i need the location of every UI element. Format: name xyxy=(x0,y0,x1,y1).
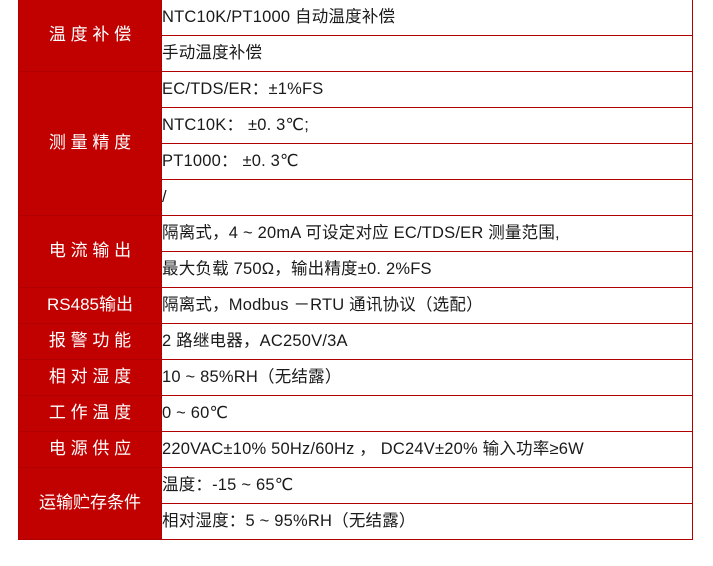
table-row: 相 对 湿 度 10 ~ 85%RH（无结露） xyxy=(18,359,693,396)
spec-value-text: PT1000： ±0. 3℃ xyxy=(162,152,299,171)
spec-label-text: 电 流 输 出 xyxy=(48,241,132,261)
spec-value-text: 10 ~ 85%RH（无结露） xyxy=(162,368,342,387)
table-row: 手动温度补偿 xyxy=(19,35,693,72)
spec-value-text: NTC10K： ±0. 3℃; xyxy=(162,116,310,135)
spec-value-text: 220VAC±10% 50Hz/60Hz ， DC24V±20% 输入功率≥6W xyxy=(162,440,584,459)
spec-label-text: 电 源 供 应 xyxy=(48,439,132,459)
spec-value-cell: 10 ~ 85%RH（无结露） xyxy=(161,359,693,396)
spec-value-text: 2 路继电器，AC250V/3A xyxy=(162,332,348,351)
table-row: 运输贮存条件 温度：-15 ~ 65℃ xyxy=(18,467,693,540)
spec-value-text: 隔离式，4 ~ 20mA 可设定对应 EC/TDS/ER 测量范围, xyxy=(162,224,560,243)
spec-label-text: 温 度 补 偿 xyxy=(48,25,132,45)
table-row: 报 警 功 能 2 路继电器，AC250V/3A xyxy=(18,323,693,360)
spec-label-text: 运输贮存条件 xyxy=(39,493,141,513)
spec-label-cell: RS485输出 xyxy=(18,287,162,324)
spec-value-cell: 隔离式，4 ~ 20mA 可设定对应 EC/TDS/ER 测量范围, xyxy=(161,215,693,252)
spec-value-text: 0 ~ 60℃ xyxy=(162,404,229,423)
spec-value-cell: 隔离式，Modbus －RTU 通讯协议（选配） xyxy=(161,287,693,324)
table-row: 电 源 供 应 220VAC±10% 50Hz/60Hz ， DC24V±20% … xyxy=(18,431,693,468)
spec-value-text: 最大负载 750Ω，输出精度±0. 2%FS xyxy=(162,260,432,279)
spec-label-cell: 相 对 湿 度 xyxy=(18,359,162,396)
spec-value-cell: 2 路继电器，AC250V/3A xyxy=(161,323,693,360)
spec-label-cell: 测 量 精 度 xyxy=(18,71,162,216)
spec-value-text: 手动温度补偿 xyxy=(162,44,263,63)
table-row: 测 量 精 度 EC/TDS/ER：±1%FS xyxy=(18,71,693,216)
table-row: 相对湿度：5 ~ 95%RH（无结露） xyxy=(19,503,693,540)
spec-value-cell: PT1000： ±0. 3℃ xyxy=(161,143,693,180)
spec-value-cell: NTC10K/PT1000 自动温度补偿 xyxy=(161,0,693,36)
spec-label-cell: 电 流 输 出 xyxy=(18,215,162,288)
table-row: / xyxy=(19,179,693,216)
spec-value-cell: 温度：-15 ~ 65℃ xyxy=(161,467,693,504)
spec-label-cell: 电 源 供 应 xyxy=(18,431,162,468)
spec-label-text: RS485输出 xyxy=(47,295,133,315)
table-row: NTC10K： ±0. 3℃; xyxy=(19,107,693,144)
spec-value-cell: NTC10K： ±0. 3℃; xyxy=(161,107,693,144)
spec-value-text: 隔离式，Modbus －RTU 通讯协议（选配） xyxy=(162,296,483,315)
spec-label-text: 工 作 温 度 xyxy=(48,403,132,423)
spec-value-cell: 相对湿度：5 ~ 95%RH（无结露） xyxy=(161,503,693,540)
spec-value-text: 相对湿度：5 ~ 95%RH（无结露） xyxy=(162,512,416,531)
table-row: RS485输出 隔离式，Modbus －RTU 通讯协议（选配） xyxy=(18,287,693,324)
spec-value-cell: 最大负载 750Ω，输出精度±0. 2%FS xyxy=(161,251,693,288)
table-row: 温 度 补 偿 NTC10K/PT1000 自动温度补偿 xyxy=(18,0,693,72)
spec-value-cell: 手动温度补偿 xyxy=(161,35,693,72)
table-row: 工 作 温 度 0 ~ 60℃ xyxy=(18,395,693,432)
spec-value-text: NTC10K/PT1000 自动温度补偿 xyxy=(162,8,396,27)
spec-label-cell: 工 作 温 度 xyxy=(18,395,162,432)
spec-label-text: 报 警 功 能 xyxy=(48,331,132,351)
spec-label-cell: 温 度 补 偿 xyxy=(18,0,162,72)
spec-value-text: EC/TDS/ER：±1%FS xyxy=(162,80,324,99)
spec-value-text: / xyxy=(162,188,167,207)
spec-label-text: 测 量 精 度 xyxy=(48,133,132,153)
spec-value-cell: 0 ~ 60℃ xyxy=(161,395,693,432)
table-row: 最大负载 750Ω，输出精度±0. 2%FS xyxy=(19,251,693,288)
spec-label-cell: 报 警 功 能 xyxy=(18,323,162,360)
spec-label-text: 相 对 湿 度 xyxy=(48,367,132,387)
spec-value-cell: 220VAC±10% 50Hz/60Hz ， DC24V±20% 输入功率≥6W xyxy=(161,431,693,468)
spec-value-cell: EC/TDS/ER：±1%FS xyxy=(161,71,693,108)
table-row: 电 流 输 出 隔离式，4 ~ 20mA 可设定对应 EC/TDS/ER 测量范围… xyxy=(18,215,693,288)
spec-value-cell: / xyxy=(161,179,693,216)
specification-table-body: 温 度 补 偿 NTC10K/PT1000 自动温度补偿 手动温度补偿测 量 精 度… xyxy=(18,0,693,540)
spec-value-text: 温度：-15 ~ 65℃ xyxy=(162,476,294,495)
specification-table: 温 度 补 偿 NTC10K/PT1000 自动温度补偿 手动温度补偿测 量 精 度… xyxy=(18,0,693,540)
specification-table-container: 温 度 补 偿 NTC10K/PT1000 自动温度补偿 手动温度补偿测 量 精 度… xyxy=(18,0,693,540)
spec-label-cell: 运输贮存条件 xyxy=(18,467,162,540)
